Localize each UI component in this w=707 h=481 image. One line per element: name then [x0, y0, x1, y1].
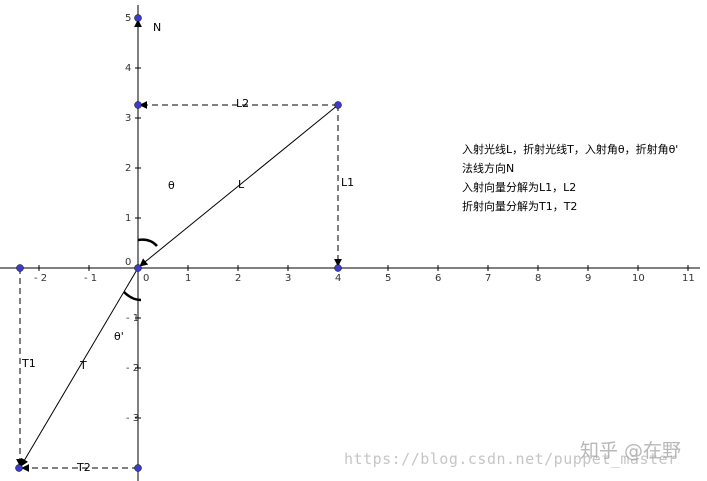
note-line: 法线方向N [462, 162, 515, 175]
point-n-tip [134, 14, 142, 22]
note-line: 入射光线L，折射光线T，入射角θ，折射角θ' [462, 143, 679, 156]
x-tick-label: 7 [485, 273, 491, 284]
label-theta: θ [168, 179, 175, 192]
theta-prime-arc [123, 291, 142, 302]
point-l1-end [334, 264, 342, 272]
label-t: T [79, 359, 87, 372]
x-tick-label: 4 [335, 273, 341, 284]
y-tick-label: 2 [125, 163, 131, 174]
x-tick-label: 8 [535, 273, 541, 284]
x-tick-label: 5 [385, 273, 391, 284]
y-tick-label: 1 [125, 213, 131, 224]
x-tick-label: 10 [632, 273, 645, 284]
label-l: L [238, 178, 245, 191]
point-t-tip [15, 464, 23, 472]
label-n: N [153, 21, 161, 34]
label-l2: L2 [236, 97, 249, 110]
incident-ray-l [139, 104, 339, 267]
y-tick-label: 4 [125, 63, 131, 74]
label-t1: T1 [21, 357, 36, 370]
label-t2: T2 [76, 461, 91, 474]
point-l2-end [134, 101, 142, 109]
x-tick-label: 2 [235, 273, 241, 284]
note-line: 折射向量分解为T1，T2 [462, 200, 578, 213]
label-theta-prime: θ' [114, 330, 124, 343]
x-tick-label: 3 [285, 273, 291, 284]
point-t2-start [134, 464, 142, 472]
explanation-notes: 入射光线L，折射光线T，入射角θ，折射角θ' 法线方向N 入射向量分解为L1，L… [462, 140, 678, 216]
theta-arc [137, 238, 158, 247]
x-tick-label: 9 [585, 273, 591, 284]
label-l1: L1 [341, 176, 354, 189]
note-line: 入射向量分解为L1，L2 [462, 181, 577, 194]
watermark-zhihu: 知乎 @在野 [580, 440, 682, 462]
y-tick-label: 3 [125, 113, 131, 124]
x-tick-label: 0 [143, 273, 149, 284]
x-tick-label: 11 [682, 273, 695, 284]
y-tick-label: 0 [125, 257, 131, 268]
y-tick-label: 5 [125, 13, 131, 24]
watermark-url: https://blog.csdn.net/puppet_master [344, 450, 678, 468]
x-tick-label: - 1 [84, 273, 97, 284]
point-t1-start [16, 264, 24, 272]
point-origin [134, 264, 142, 272]
y-tick-label: - 1 [126, 313, 139, 324]
x-tick-label: 6 [435, 273, 441, 284]
y-tick-label: - 3 [126, 413, 139, 424]
point-l-tip [334, 101, 342, 109]
y-tick-label: - 2 [126, 363, 139, 374]
refracted-ray-t [20, 267, 139, 467]
x-ticks [38, 265, 689, 271]
x-tick-label: 1 [185, 273, 191, 284]
x-tick-label: - 2 [34, 273, 47, 284]
